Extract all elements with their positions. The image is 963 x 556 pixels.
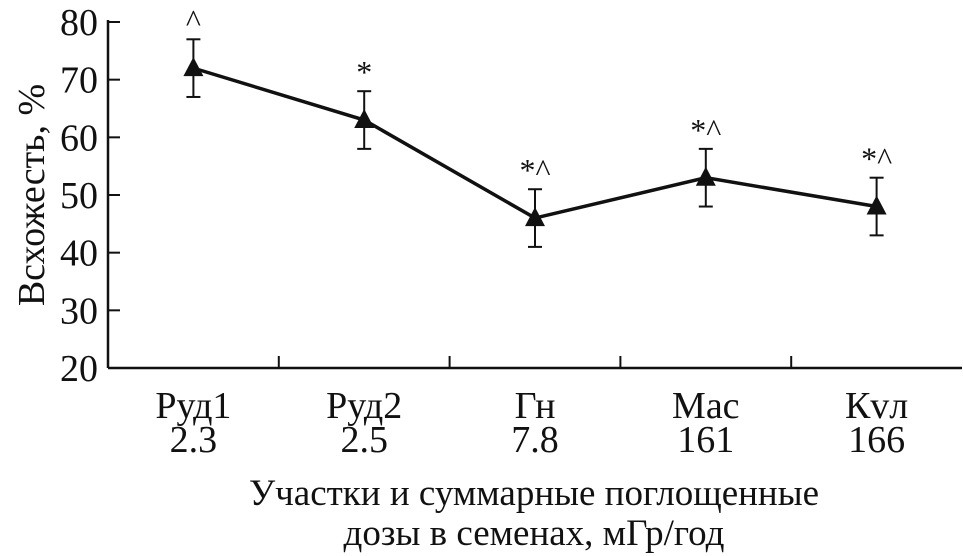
x-tick-label: Кvл: [845, 385, 908, 427]
y-tick-label: 70: [60, 60, 98, 102]
y-axis-label: Всхожесть, %: [11, 84, 53, 306]
x-tick-label: Руд2: [326, 385, 402, 427]
significance-annotation: *: [356, 54, 372, 90]
y-tick-label: 60: [60, 117, 98, 159]
x-tick-dose-label: 7.8: [511, 419, 559, 461]
data-point-triangle: [866, 195, 887, 215]
x-tick-label: Мас: [672, 385, 740, 427]
x-axis-label-line-2: дозы в семенах, мГр/год: [344, 513, 725, 554]
y-ticks: 20 30 40 50 60 70 80: [60, 2, 120, 390]
x-tick-dose-label: 166: [848, 419, 905, 461]
y-tick-label: 50: [60, 175, 98, 217]
data-point-triangle: [695, 166, 716, 186]
data-point-triangle: [183, 57, 204, 77]
significance-annotation: *^: [690, 112, 721, 148]
series: ^ * *^ *^ *^: [183, 2, 892, 248]
significance-annotation: *^: [861, 141, 892, 177]
y-tick-label: 80: [60, 2, 98, 44]
y-tick-label: 20: [60, 348, 98, 390]
data-point-triangle: [354, 109, 375, 129]
x-tick-dose-label: 2.3: [170, 419, 218, 461]
x-tick-dose-label: 161: [677, 419, 734, 461]
x-tick-label: Гн: [515, 385, 556, 427]
significance-annotation: *^: [519, 152, 550, 188]
y-tick-label: 30: [60, 290, 98, 332]
significance-annotation: ^: [186, 2, 201, 38]
data-point-triangle: [525, 207, 545, 227]
x-tick-dose-label: 2.5: [340, 419, 388, 461]
y-tick-label: 40: [60, 233, 98, 275]
x-tick-label: Руд1: [155, 385, 231, 427]
x-axis-label-line-1: Участки и суммарные поглощенные: [249, 473, 819, 514]
